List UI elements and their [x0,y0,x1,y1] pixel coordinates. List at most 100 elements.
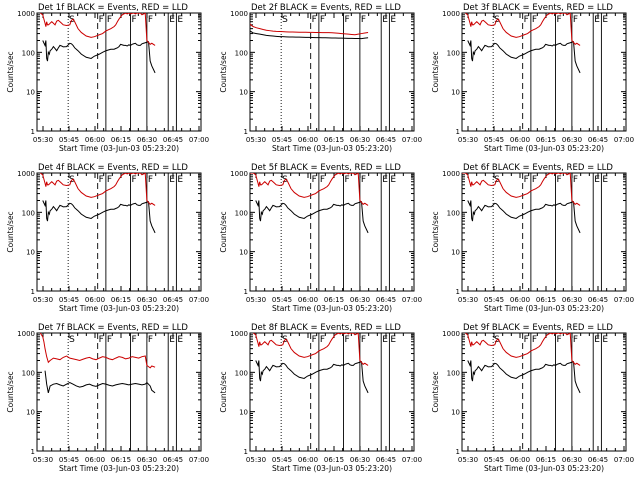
series-group [39,173,156,234]
marker-label: F [524,175,529,185]
marker-label: F [99,335,104,345]
series-lld-line [250,173,369,206]
marker-label: F [131,335,136,345]
y-tick-label: 100 [22,369,35,377]
x-tick-label: 07:00 [402,296,422,304]
chart-panel-4: Det 4f BLACK = Events, RED = LLD 1 10 100 10… [6,163,209,313]
marker-label: F [573,15,578,25]
chart-panel-9: Det 9f BLACK = Events, RED = LLD 1 10 100 10… [431,323,634,473]
series-group [250,23,369,40]
plot-frame [36,12,202,132]
marker-label: F [361,175,366,185]
x-tick-label: 07:00 [614,136,634,144]
x-axis-label: Start Time (03-Jun-03 05:23:20) [59,464,179,473]
x-tick-label: 05:30 [246,296,266,304]
y-tick-label: 10 [451,249,460,257]
marker-label: E [594,175,600,185]
y-axis-label: Counts/sec [6,371,15,412]
x-tick-label: 06:30 [562,456,582,464]
chart-title: Det 2f BLACK = Events, RED = LLD [251,3,401,13]
series-events-line [42,200,156,234]
x-axis-label: Start Time (03-Jun-03 05:23:20) [484,144,604,153]
marker-label: F [107,175,112,185]
y-tick-label: 100 [447,209,460,217]
chart-title: Det 7f BLACK = Events, RED = LLD [38,323,188,333]
marker-label: F [532,335,537,345]
x-tick-label: 06:45 [376,456,396,464]
marker-label: F [361,15,366,25]
x-axis-label: Start Time (03-Jun-03 05:23:20) [272,144,392,153]
y-tick-label: 1000 [17,10,35,18]
x-tick-label: 05:45 [272,136,292,144]
series-lld-line [39,13,156,46]
marker-label: E [169,175,175,185]
x-tick-label: 05:30 [246,136,266,144]
y-tick-label: 1000 [230,170,248,178]
x-tick-label: 06:15 [324,456,344,464]
chart-title: Det 5f BLACK = Events, RED = LLD [251,163,401,173]
x-tick-label: 06:45 [588,136,608,144]
x-tick-label: 06:45 [163,136,183,144]
x-tick-label: 07:00 [189,296,209,304]
plot-frame [249,332,415,452]
series-events-line [255,360,369,394]
marker-label: S [282,15,288,25]
series-lld-line [252,333,369,366]
x-tick-label: 07:00 [189,136,209,144]
y-tick-label: 100 [235,49,248,57]
x-tick-label: 05:30 [458,296,478,304]
x-tick-label: 07:00 [614,296,634,304]
marker-label: F [148,335,153,345]
chart-title: Det 6f BLACK = Events, RED = LLD [463,163,613,173]
marker-label: E [602,335,608,345]
x-axis-label: Start Time (03-Jun-03 05:23:20) [272,304,392,313]
x-tick-label: 06:30 [350,456,370,464]
x-tick-label: 06:15 [111,136,131,144]
chart-panel-6: Det 6f BLACK = Events, RED = LLD 1 10 100 10… [431,163,634,313]
marker-label: E [390,335,396,345]
y-axis-label: Counts/sec [6,211,15,252]
y-tick-label: 10 [26,89,35,97]
marker-label: F [344,175,349,185]
y-axis-label: Counts/sec [219,371,228,412]
marker-label: F [532,15,537,25]
x-tick-label: 05:30 [246,456,266,464]
x-tick-label: 06:00 [298,136,318,144]
series-events-line [250,30,369,40]
chart-panel-3: Det 3f BLACK = Events, RED = LLD 1 10 100 10… [431,3,634,153]
y-tick-label: 10 [451,89,460,97]
x-tick-label: 06:00 [510,456,530,464]
marker-label: E [177,335,183,345]
marker-label: E [602,175,608,185]
marker-label: F [556,175,561,185]
chart-title: Det 8f BLACK = Events, RED = LLD [251,323,401,333]
chart-panel-5: Det 5f BLACK = Events, RED = LLD 1 10 100 10… [219,163,422,313]
x-tick-label: 06:45 [376,296,396,304]
series-lld-line [39,173,156,206]
marker-label: E [382,15,388,25]
chart-panel-2: Det 2f BLACK = Events, RED = LLD 1 10 100 10… [219,3,422,153]
y-axis-label: Counts/sec [219,211,228,252]
x-tick-label: 06:30 [350,296,370,304]
x-tick-label: 05:30 [33,136,53,144]
series-group [39,333,156,394]
plot-frame [461,332,627,452]
x-tick-label: 06:15 [324,296,344,304]
x-tick-label: 06:30 [562,296,582,304]
y-tick-label: 1000 [230,330,248,338]
x-tick-label: 05:45 [484,456,504,464]
marker-label: E [390,175,396,185]
x-axis-label: Start Time (03-Jun-03 05:23:20) [484,464,604,473]
marker-label: F [107,335,112,345]
x-tick-label: 05:45 [59,456,79,464]
y-tick-label: 100 [235,369,248,377]
plot-frame [36,332,202,452]
x-tick-label: 07:00 [614,456,634,464]
chart-title: Det 3f BLACK = Events, RED = LLD [463,3,613,13]
y-tick-label: 1000 [17,170,35,178]
series-group [464,333,581,394]
marker-label: E [177,175,183,185]
y-tick-label: 100 [235,209,248,217]
chart-panel-7: Det 7f BLACK = Events, RED = LLD 1 10 100 10… [6,323,209,473]
x-tick-label: 06:00 [85,456,105,464]
